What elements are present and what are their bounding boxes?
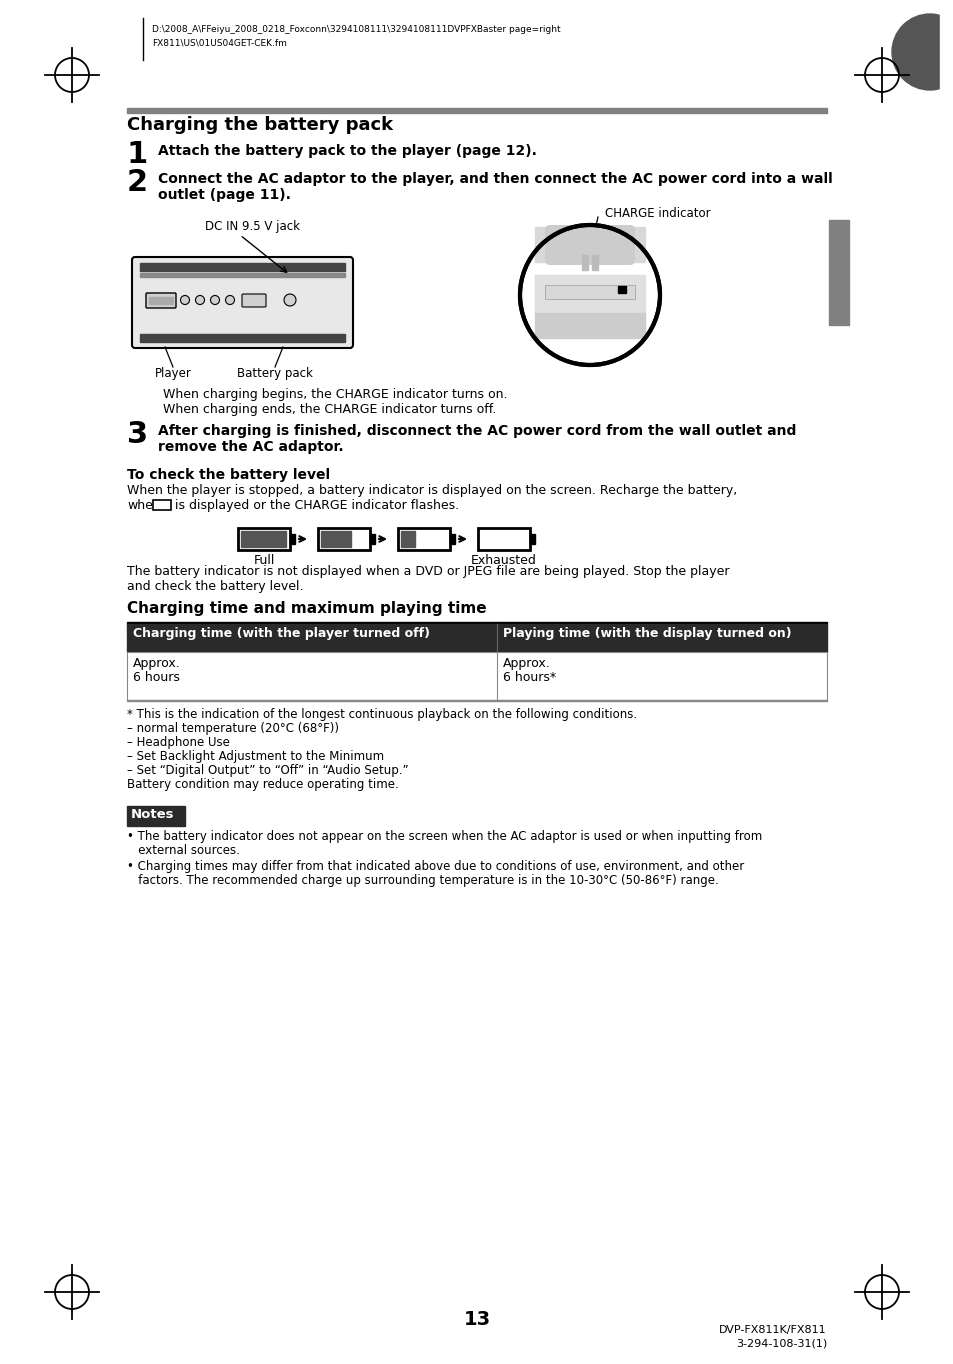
Bar — [272, 531, 286, 547]
Text: – Set “Digital Output” to “Off” in “Audio Setup.”: – Set “Digital Output” to “Off” in “Audi… — [127, 764, 408, 777]
Bar — [450, 533, 455, 544]
Text: DC IN 9.5 V jack: DC IN 9.5 V jack — [205, 220, 299, 233]
Bar — [140, 273, 345, 277]
Bar — [256, 531, 271, 547]
Bar — [317, 528, 370, 550]
Bar — [544, 285, 635, 299]
Bar — [127, 623, 826, 652]
Bar — [127, 806, 185, 827]
Text: Player: Player — [154, 367, 192, 381]
Text: Exhausted: Exhausted — [471, 554, 537, 567]
Text: 3-294-108-31(1): 3-294-108-31(1) — [735, 1339, 826, 1349]
Text: * This is the indication of the longest continuous playback on the following con: * This is the indication of the longest … — [127, 708, 637, 722]
Circle shape — [519, 225, 659, 366]
Bar — [397, 528, 450, 550]
Text: Charging time and maximum playing time: Charging time and maximum playing time — [127, 602, 486, 617]
Text: FX811\US\01US04GET-CEK.fm: FX811\US\01US04GET-CEK.fm — [152, 38, 287, 46]
Text: external sources.: external sources. — [127, 844, 239, 857]
Bar — [127, 622, 826, 623]
Bar — [336, 531, 351, 547]
Text: Attach the battery pack to the player (page 12).: Attach the battery pack to the player (p… — [158, 145, 537, 158]
Text: 3: 3 — [127, 420, 148, 449]
Bar — [370, 533, 375, 544]
Text: Approx.: Approx. — [502, 657, 550, 670]
Bar — [241, 531, 255, 547]
Text: 13: 13 — [463, 1309, 490, 1329]
Bar — [140, 334, 345, 342]
Bar — [400, 531, 415, 547]
FancyBboxPatch shape — [242, 295, 266, 307]
Text: When charging begins, the CHARGE indicator turns on.: When charging begins, the CHARGE indicat… — [163, 387, 507, 401]
FancyBboxPatch shape — [146, 293, 175, 308]
Text: and check the battery level.: and check the battery level. — [127, 580, 303, 593]
Text: POWER  CHARGE: POWER CHARGE — [552, 286, 617, 295]
Text: The battery indicator is not displayed when a DVD or JPEG file are being played.: The battery indicator is not displayed w… — [127, 565, 729, 578]
Text: To check the battery level: To check the battery level — [127, 468, 330, 481]
Text: 1: 1 — [127, 140, 148, 169]
Circle shape — [284, 295, 295, 306]
Bar — [140, 263, 345, 271]
Bar — [149, 301, 172, 304]
Text: Battery condition may reduce operating time.: Battery condition may reduce operating t… — [127, 777, 398, 791]
Bar — [581, 255, 587, 270]
Bar — [828, 220, 848, 325]
Text: outlet (page 11).: outlet (page 11). — [158, 188, 291, 202]
Text: remove the AC adaptor.: remove the AC adaptor. — [158, 441, 343, 454]
Bar — [149, 297, 172, 300]
Text: Charging the battery pack: Charging the battery pack — [127, 116, 393, 134]
Circle shape — [891, 14, 953, 90]
Text: Charging time (with the player turned off): Charging time (with the player turned of… — [132, 627, 430, 640]
Text: Preparations: Preparations — [833, 315, 843, 396]
Text: After charging is finished, disconnect the AC power cord from the wall outlet an: After charging is finished, disconnect t… — [158, 424, 796, 438]
Text: Playing time (with the display turned on): Playing time (with the display turned on… — [502, 627, 791, 640]
Bar — [535, 312, 644, 338]
Text: – Headphone Use: – Headphone Use — [127, 737, 230, 749]
Text: Full: Full — [253, 554, 274, 567]
Bar — [535, 276, 644, 315]
Text: Approx.: Approx. — [132, 657, 180, 670]
Circle shape — [180, 296, 190, 304]
Text: • Charging times may differ from that indicated above due to conditions of use, : • Charging times may differ from that in… — [127, 859, 743, 873]
Circle shape — [225, 296, 234, 304]
Text: Connect the AC adaptor to the player, and then connect the AC power cord into a : Connect the AC adaptor to the player, an… — [158, 172, 832, 186]
Bar — [290, 533, 294, 544]
Text: • The battery indicator does not appear on the screen when the AC adaptor is use: • The battery indicator does not appear … — [127, 831, 761, 843]
Bar — [320, 531, 335, 547]
Bar — [127, 652, 826, 700]
Text: When charging ends, the CHARGE indicator turns off.: When charging ends, the CHARGE indicator… — [163, 402, 496, 416]
Circle shape — [211, 296, 219, 304]
Bar — [535, 226, 644, 262]
Bar — [152, 501, 171, 510]
Text: DVP-FX811K/FX811: DVP-FX811K/FX811 — [719, 1324, 826, 1335]
Bar — [477, 528, 530, 550]
Text: D:\2008_A\FFeiyu_2008_0218_Foxconn\3294108111\3294108111DVPFXBaster page=right: D:\2008_A\FFeiyu_2008_0218_Foxconn\32941… — [152, 25, 560, 34]
Text: factors. The recommended charge up surrounding temperature is in the 10-30°C (50: factors. The recommended charge up surro… — [127, 874, 718, 887]
Bar — [618, 286, 625, 293]
Text: when: when — [127, 499, 161, 512]
Circle shape — [195, 296, 204, 304]
Bar — [237, 528, 290, 550]
Text: Notes: Notes — [131, 807, 174, 821]
Text: CHARGE indicator: CHARGE indicator — [604, 207, 710, 220]
Text: – Set Backlight Adjustment to the Minimum: – Set Backlight Adjustment to the Minimu… — [127, 750, 384, 762]
FancyBboxPatch shape — [544, 225, 635, 265]
Text: is displayed or the CHARGE indicator flashes.: is displayed or the CHARGE indicator fla… — [174, 499, 458, 512]
Text: – normal temperature (20°C (68°F)): – normal temperature (20°C (68°F)) — [127, 722, 338, 735]
Bar — [592, 255, 598, 270]
Text: Battery pack: Battery pack — [236, 367, 313, 381]
Text: 6 hours: 6 hours — [132, 671, 180, 683]
Text: 6 hours*: 6 hours* — [502, 671, 556, 683]
Text: 2: 2 — [127, 168, 148, 196]
Text: When the player is stopped, a battery indicator is displayed on the screen. Rech: When the player is stopped, a battery in… — [127, 484, 737, 496]
Bar — [127, 108, 826, 113]
Bar — [530, 533, 535, 544]
Bar — [939, 0, 953, 120]
FancyBboxPatch shape — [132, 256, 353, 348]
